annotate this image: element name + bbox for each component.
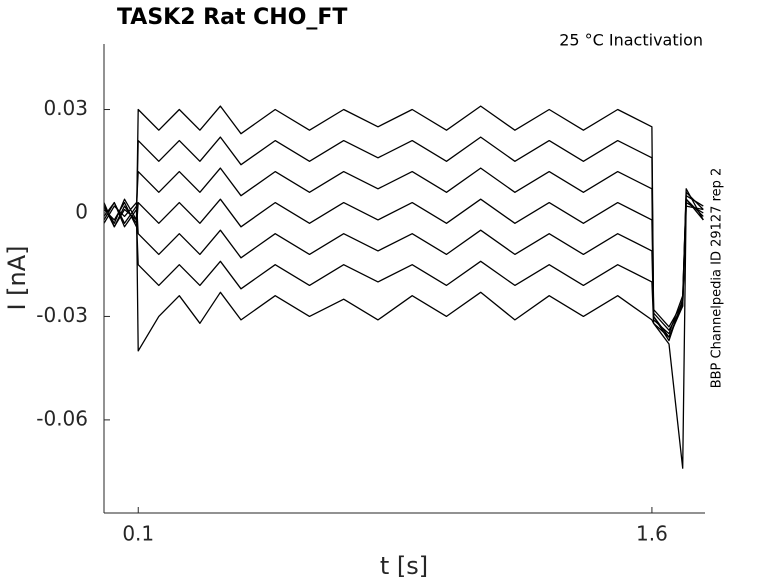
trace	[103, 198, 704, 469]
y-tick-label: 0	[75, 199, 88, 223]
x-tick-label: 1.6	[636, 522, 668, 546]
trace	[103, 205, 704, 338]
y-tick-label: 0.03	[43, 96, 88, 120]
side-note: BBP Channelpedia ID 29127 rep 2	[710, 168, 725, 389]
chart-title: TASK2 Rat CHO_FT	[117, 5, 347, 30]
y-tick-label: -0.06	[36, 406, 88, 430]
y-axis-label: I [nA]	[3, 245, 31, 310]
annotation: 25 °C Inactivation	[559, 31, 703, 50]
x-tick-label: 0.1	[122, 522, 154, 546]
x-axis-label: t [s]	[380, 552, 428, 580]
y-tick-label: -0.03	[36, 303, 88, 327]
